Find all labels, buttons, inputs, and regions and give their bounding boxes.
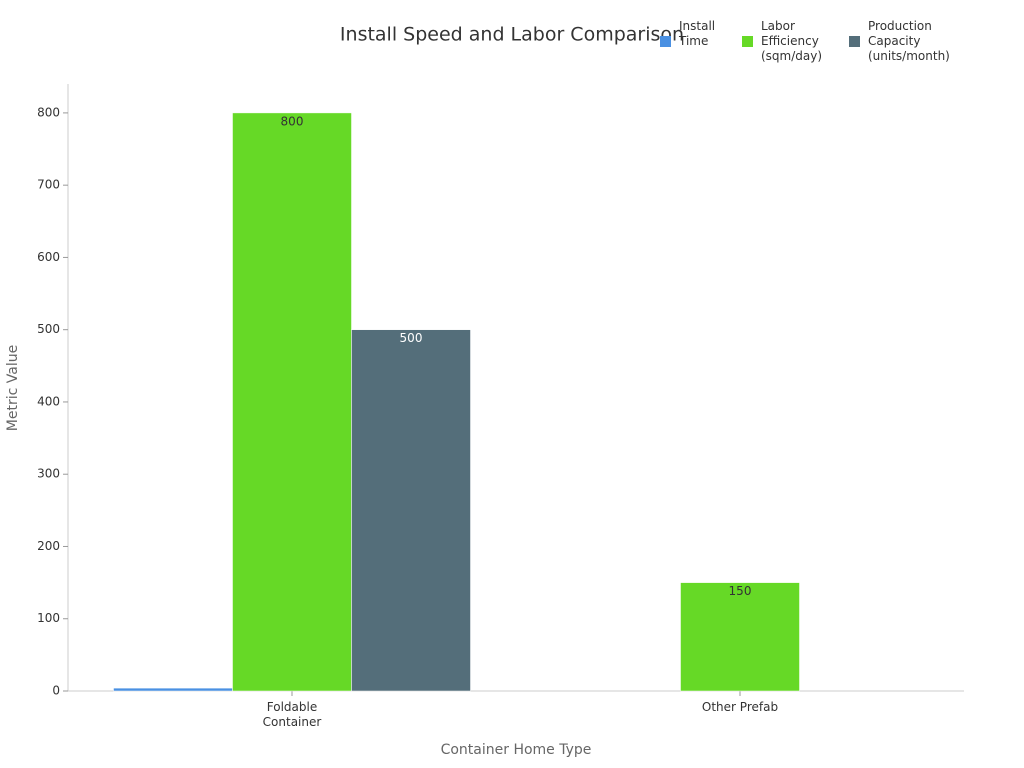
- bar: [351, 329, 471, 692]
- chart-title: Install Speed and Labor Comparison: [340, 24, 684, 46]
- y-tick-label: 400: [37, 394, 60, 408]
- y-tick-label: 800: [37, 105, 60, 119]
- data-label: 800: [281, 114, 304, 128]
- y-tick-label: 100: [37, 611, 60, 625]
- legend-label: Production Capacity (units/month): [868, 19, 950, 63]
- legend-item: Production Capacity (units/month): [849, 19, 950, 64]
- bar: [232, 112, 352, 692]
- x-tick-label: Foldable Container: [262, 700, 322, 729]
- x-tick-label: Other Prefab: [701, 700, 779, 714]
- legend-swatch: [742, 36, 753, 47]
- x-axis-title: Container Home Type: [441, 742, 592, 758]
- y-tick-label: 700: [37, 178, 60, 192]
- legend-item: Install Time: [660, 19, 730, 49]
- bar: [680, 582, 800, 692]
- legend-label: Labor Efficiency (sqm/day): [761, 19, 823, 63]
- y-tick-label: 600: [37, 250, 60, 264]
- data-label: 150: [729, 584, 752, 598]
- y-tick-label: 500: [37, 322, 60, 336]
- bar: [113, 687, 233, 692]
- data-label: 500: [400, 331, 423, 345]
- legend-label: Install Time: [679, 19, 716, 48]
- legend-item: Labor Efficiency (sqm/day): [742, 19, 822, 64]
- legend-swatch: [660, 36, 671, 47]
- y-tick-label: 300: [37, 467, 60, 481]
- y-tick-label: 0: [52, 684, 60, 698]
- y-tick-label: 200: [37, 539, 60, 553]
- legend-swatch: [849, 36, 860, 47]
- y-axis-title: Metric Value: [5, 345, 21, 431]
